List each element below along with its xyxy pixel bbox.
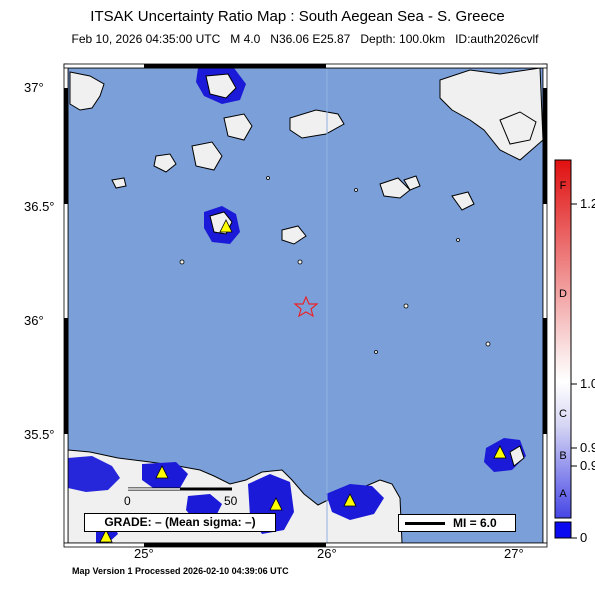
sea-east (520, 160, 543, 470)
islet (266, 176, 270, 180)
island-sikinos (153, 153, 177, 173)
island-naxos-tip (205, 73, 237, 99)
station-triangle-icon (219, 219, 233, 233)
islet (485, 341, 491, 347)
island-astypalaia (379, 177, 411, 199)
lat-label-37: 37° (24, 80, 44, 95)
colorbar-base (554, 521, 572, 539)
processing-footer: Map Version 1 Processed 2026-02-10 04:39… (72, 566, 289, 576)
lon-label-26: 26° (317, 546, 337, 561)
station-triangle-icon (269, 497, 283, 511)
mi-legend: MI = 6.0 (398, 514, 516, 532)
uncertainty-patch-west-crete (68, 456, 120, 492)
lon-label-27: 27° (504, 546, 524, 561)
station-triangle-icon (155, 465, 169, 479)
colorbar-grade-a: A (559, 488, 567, 500)
colorbar-grade-f: F (559, 180, 567, 192)
island-nisyros (499, 111, 537, 145)
islet (456, 238, 460, 242)
island-karpathos (509, 445, 525, 467)
uncertainty-patch-east-crete (326, 484, 384, 520)
mi-line-symbol (405, 522, 445, 526)
island-ios (191, 141, 223, 171)
station-triangle-icon (493, 445, 507, 459)
scale-label-0: 0 (124, 494, 131, 508)
scale-label-50: 50 (224, 494, 238, 508)
event-info: Feb 10, 2026 04:35:00 UTC M 4.0 N36.06 E… (71, 32, 539, 46)
colorbar-value-1-2: 1.2 (580, 196, 595, 211)
island-paros (223, 113, 253, 141)
islet (403, 303, 409, 309)
lat-label-36: 36° (24, 313, 44, 328)
islet (297, 259, 303, 265)
island-syrna (403, 175, 421, 191)
colorbar-value-0-9a: 0.9 (580, 440, 595, 455)
lon-label-25: 25° (134, 546, 154, 561)
map-title: ITSAK Uncertainty Ratio Map : South Aege… (90, 8, 505, 25)
lat-label-35-5: 35.5° (24, 427, 55, 442)
island-milos (69, 71, 105, 111)
colorbar-grade-b: B (559, 450, 567, 462)
island-folegandros (111, 177, 127, 189)
map-border-ticks (63, 63, 548, 548)
island-anafi (281, 225, 307, 245)
islet (354, 188, 358, 192)
islet (179, 259, 185, 265)
grade-legend: GRADE: – (Mean sigma: –) (84, 513, 276, 532)
mi-legend-text: MI = 6.0 (453, 516, 497, 530)
colorbar (554, 159, 572, 519)
colorbar-value-1-0: 1.0 (580, 376, 595, 391)
island-amorgos (289, 109, 345, 139)
island-tilos (451, 191, 475, 211)
colorbar-value-0-9b: 0.9 (580, 458, 595, 473)
station-triangle-icon (343, 493, 357, 507)
islet (374, 350, 378, 354)
colorbar-value-0: 0 (580, 530, 588, 545)
colorbar-grade-d: D (559, 288, 567, 300)
epicenter-star-icon (293, 295, 319, 318)
station-triangle-icon (99, 529, 113, 543)
lat-label-36-5: 36.5° (24, 199, 55, 214)
colorbar-grade-c: C (559, 408, 567, 420)
